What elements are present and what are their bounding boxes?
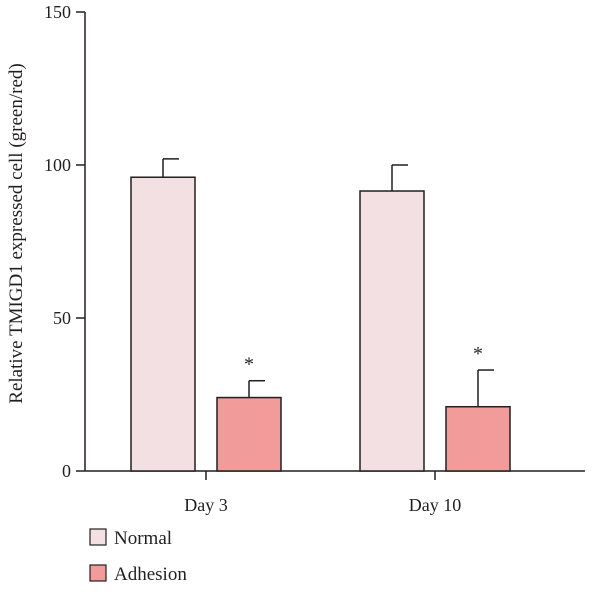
x-tick-label: Day 3 (184, 495, 228, 515)
y-tick-label: 50 (53, 308, 71, 328)
bar-adhesion-day-3 (216, 396, 282, 472)
significance-mark: * (244, 354, 254, 376)
bar-normal-day-3 (130, 176, 196, 472)
y-axis-label: Relative TMIGD1 expressed cell (green/re… (6, 63, 27, 403)
bars (130, 158, 511, 472)
y-tick-label: 150 (44, 2, 71, 22)
x-tick-label: Day 10 (409, 495, 462, 515)
legend-label-normal: Normal (114, 528, 172, 549)
legend-swatch-normal (89, 528, 107, 546)
legend: Normal Adhesion (89, 528, 187, 585)
significance-mark: * (473, 343, 483, 365)
legend-label-adhesion: Adhesion (114, 564, 187, 585)
legend-swatch-adhesion (89, 564, 107, 582)
y-tick-label: 0 (62, 461, 71, 481)
bar-adhesion-day-10 (445, 405, 511, 472)
y-tick-label: 100 (44, 155, 71, 175)
labels: 0 50 100 150 Relative TMIGD1 expressed cell … (6, 2, 483, 515)
bar-normal-day-10 (359, 190, 425, 472)
